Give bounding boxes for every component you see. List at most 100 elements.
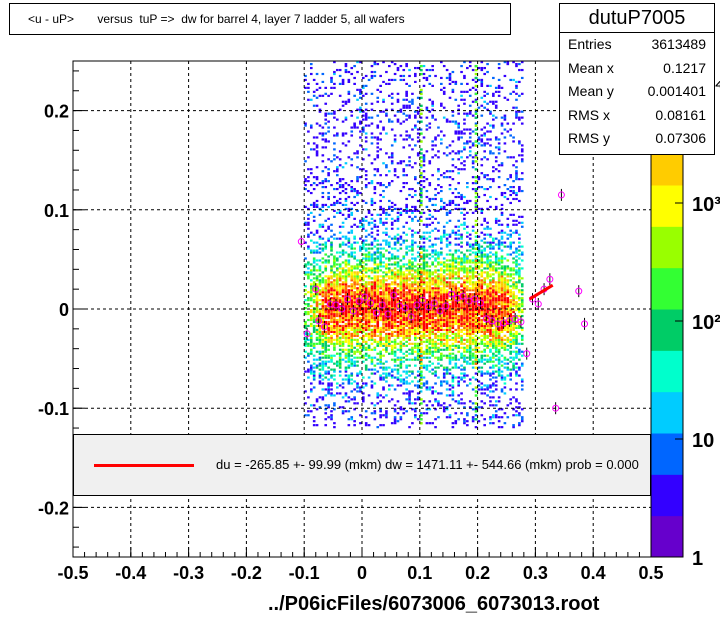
density-cell [497, 285, 501, 288]
density-cell [344, 310, 348, 314]
density-cell [315, 408, 319, 411]
density-cell [494, 376, 498, 379]
density-cell [437, 178, 440, 181]
density-cell [379, 263, 382, 266]
density-cell [468, 267, 472, 270]
density-cell [451, 380, 455, 383]
density-cell [359, 301, 362, 304]
density-cell [393, 72, 397, 76]
density-cell [405, 324, 408, 328]
density-cell [414, 293, 417, 296]
density-cell [454, 310, 458, 314]
density-cell [442, 176, 446, 179]
density-cell [474, 426, 478, 429]
density-cell [367, 348, 371, 351]
density-cell [474, 372, 478, 375]
density-cell [489, 348, 492, 351]
density-cell [335, 305, 339, 308]
density-cell [411, 265, 414, 268]
density-cell [480, 259, 484, 262]
density-cell [451, 309, 455, 312]
density-cell [422, 223, 426, 226]
density-cell [437, 209, 440, 212]
density-cell [405, 354, 408, 357]
density-cell [497, 239, 501, 242]
density-cell [353, 328, 356, 332]
density-cell [333, 86, 336, 89]
density-cell [399, 360, 403, 363]
density-cell [341, 386, 345, 389]
density-cell [468, 295, 472, 298]
density-cell [425, 283, 429, 286]
density-cell [494, 217, 498, 220]
density-cell [370, 70, 374, 74]
density-cell [385, 320, 388, 324]
density-cell [431, 102, 434, 105]
density-cell [437, 279, 440, 282]
density-cell [356, 277, 359, 280]
density-cell [367, 275, 371, 278]
density-cell [489, 289, 492, 292]
density-cell [408, 289, 411, 292]
density-cell [468, 316, 472, 320]
density-cell [344, 299, 348, 302]
density-cell [335, 289, 339, 292]
density-cell [500, 279, 504, 282]
density-cell [454, 376, 458, 379]
density-cell [402, 174, 406, 177]
density-cell [414, 310, 417, 314]
density-cell [492, 364, 495, 367]
density-cell [327, 174, 330, 177]
density-cell [419, 273, 423, 276]
density-cell [324, 388, 328, 391]
density-cell [440, 342, 443, 345]
density-cell [399, 275, 403, 278]
density-cell [312, 376, 316, 379]
density-cell [405, 138, 408, 141]
density-cell [376, 126, 380, 129]
density-cell [431, 249, 434, 252]
density-cell [492, 273, 495, 276]
density-cell [312, 342, 316, 345]
density-cell [486, 287, 489, 290]
density-cell [486, 310, 489, 314]
density-cell [367, 154, 371, 157]
density-cell [309, 305, 313, 308]
density-cell [330, 281, 333, 284]
density-cell [434, 209, 437, 212]
density-cell [440, 380, 443, 383]
density-cell [350, 267, 354, 270]
density-cell [463, 309, 466, 312]
density-cell [457, 326, 460, 330]
density-cell [500, 328, 504, 332]
density-cell [477, 195, 481, 199]
density-cell [457, 182, 460, 185]
density-cell [422, 267, 426, 270]
density-cell [480, 78, 484, 82]
density-cell [367, 243, 371, 246]
density-cell [353, 303, 356, 306]
density-cell [338, 289, 342, 292]
density-cell [338, 251, 342, 254]
density-cell [492, 309, 495, 312]
density-cell [405, 312, 408, 316]
density-cell [390, 318, 394, 322]
density-cell [440, 247, 443, 250]
density-cell [350, 245, 354, 248]
density-cell [422, 318, 426, 322]
density-cell [492, 285, 495, 288]
density-cell [492, 180, 495, 183]
density-cell [500, 122, 504, 125]
density-cell [364, 118, 368, 121]
density-cell [309, 66, 313, 70]
density-cell [454, 420, 458, 423]
density-cell [315, 122, 319, 125]
density-cell [359, 249, 362, 252]
density-cell [312, 265, 316, 268]
density-cell [448, 203, 452, 207]
density-cell [431, 340, 434, 343]
density-cell [350, 158, 354, 161]
density-cell [503, 412, 507, 415]
density-cell [474, 189, 478, 193]
density-cell [373, 239, 377, 242]
